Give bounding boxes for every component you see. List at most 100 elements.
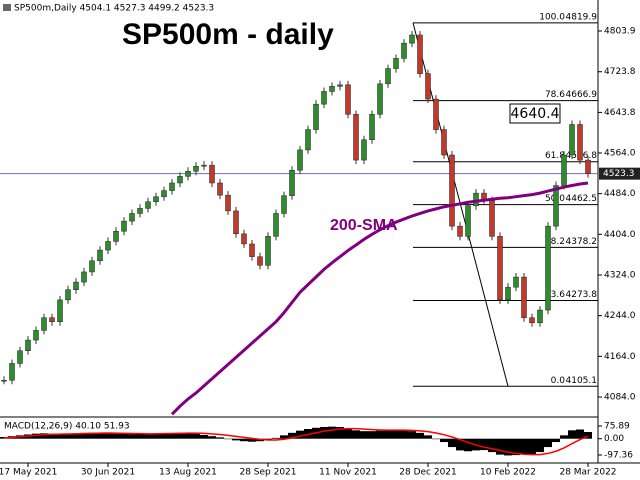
x-tick-label: 30 Jun 2021 <box>81 468 135 478</box>
candle <box>385 68 391 85</box>
candle <box>401 42 407 59</box>
macd-bar <box>536 438 544 453</box>
macd-bar <box>416 432 424 439</box>
macd-bar <box>64 433 72 439</box>
candle <box>161 190 167 197</box>
candle <box>417 34 423 74</box>
y-tick-label: 4564.0 <box>604 148 636 158</box>
y-tick-label: 4404.0 <box>604 230 636 240</box>
macd-bar <box>208 436 216 439</box>
candle <box>265 236 271 266</box>
macd-bar <box>392 429 400 439</box>
macd-bar <box>576 429 584 439</box>
sma-line <box>170 181 589 416</box>
candle <box>393 58 399 69</box>
candle <box>433 98 439 130</box>
y-tick-label: 4084.0 <box>604 393 636 403</box>
candle <box>57 299 63 323</box>
macd-bar <box>0 437 8 439</box>
macd-bar <box>400 430 408 439</box>
macd-bar <box>272 437 280 439</box>
candle <box>33 330 39 341</box>
fib-level: 78.6 <box>545 90 565 100</box>
macd-bar <box>384 430 392 439</box>
candle <box>337 84 343 87</box>
macd-bar <box>80 432 88 439</box>
macd-bar <box>496 438 504 455</box>
macd-bar <box>248 438 256 442</box>
macd-bar <box>72 433 80 439</box>
macd-bar <box>408 431 416 439</box>
chart-title: SP500m - daily <box>122 18 334 51</box>
annotation-box <box>509 103 561 124</box>
candle <box>569 124 575 156</box>
x-tick-label: 28 Mar 2022 <box>559 468 616 478</box>
macd-bar <box>280 435 288 439</box>
y-tick-label: 4324.0 <box>604 270 636 280</box>
candle <box>537 309 543 324</box>
candle <box>577 124 583 161</box>
candle <box>497 236 503 301</box>
fib-level: 0.0 <box>551 376 566 386</box>
candle <box>89 260 95 273</box>
macd-bar <box>112 433 120 439</box>
candle <box>177 176 183 184</box>
macd-bar <box>288 432 296 439</box>
macd-bar <box>184 433 192 439</box>
macd-bar <box>424 435 432 439</box>
candle <box>241 233 247 245</box>
x-tick-label: 13 Aug 2021 <box>159 468 217 478</box>
macd-bar <box>368 431 376 439</box>
fib-price: 4666.9 <box>566 90 598 100</box>
macd-bar <box>448 438 456 448</box>
y-tick-label: -97.36 <box>604 450 633 460</box>
y-tick-label: 0.00 <box>604 434 624 444</box>
candle <box>153 196 159 203</box>
candle <box>513 276 519 288</box>
header: SP500m,Daily 4504.1 4527.3 4499.2 4523.3 <box>14 4 214 14</box>
candle <box>329 86 335 92</box>
candle <box>73 281 79 290</box>
y-tick-label: 75.89 <box>604 421 630 431</box>
x-tick-label: 11 Nov 2021 <box>319 468 377 478</box>
candle <box>561 154 567 186</box>
fib-price: 4105.1 <box>566 376 598 386</box>
x-tick-label: 17 May 2021 <box>0 468 57 478</box>
candle <box>473 192 479 207</box>
candle <box>505 286 511 301</box>
macd-bar <box>432 438 440 440</box>
macd-bar <box>328 426 336 439</box>
candle <box>137 208 143 214</box>
macd-bar <box>504 438 512 456</box>
candle <box>441 129 447 156</box>
candle <box>465 205 471 237</box>
candle <box>353 114 359 161</box>
candle <box>81 271 87 283</box>
candle <box>17 350 23 364</box>
last-price-label: 4523.3 <box>603 169 635 179</box>
macd-bar <box>136 434 144 439</box>
fib-price: 4273.8 <box>566 290 598 300</box>
macd-bar <box>376 430 384 439</box>
candle <box>97 249 103 261</box>
macd-bar <box>200 435 208 439</box>
macd-bar <box>464 438 472 452</box>
macd-bar <box>128 434 136 439</box>
candle <box>289 170 295 196</box>
candle <box>257 256 263 266</box>
candle <box>113 231 119 242</box>
macd-bar <box>176 432 184 439</box>
macd-bar <box>440 438 448 443</box>
macd-bar <box>240 438 248 442</box>
macd-bar <box>40 433 48 439</box>
candle <box>297 149 303 171</box>
candle <box>489 200 495 237</box>
y-tick-label: 4723.8 <box>604 67 636 77</box>
macd-bar <box>360 431 368 439</box>
macd-bar <box>568 430 576 439</box>
candle <box>233 210 239 235</box>
macd-bar <box>512 438 520 456</box>
candle <box>409 34 415 44</box>
